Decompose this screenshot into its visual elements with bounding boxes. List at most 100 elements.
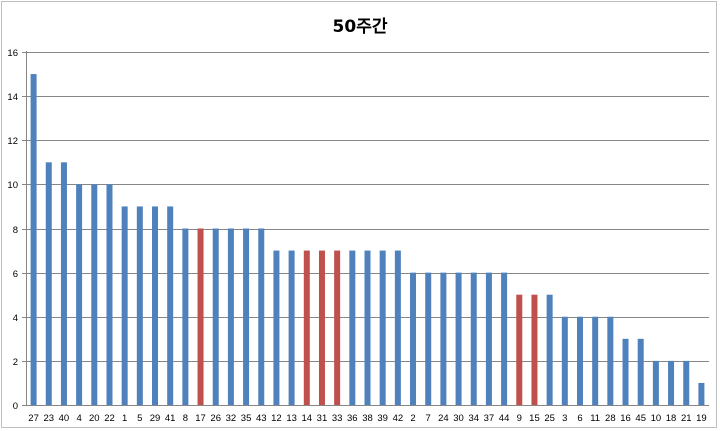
x-tick-label: 32 <box>226 413 237 424</box>
bar-5 <box>136 206 143 405</box>
bar-23 <box>45 162 52 405</box>
y-tick-label: 6 <box>13 269 18 280</box>
x-tick-label: 21 <box>681 413 692 424</box>
bar-15 <box>531 294 538 405</box>
bar-26 <box>212 228 219 405</box>
x-tick-label: 1 <box>122 413 127 424</box>
bar-30 <box>455 272 462 406</box>
bar-25 <box>546 294 553 405</box>
x-tick-label: 41 <box>165 413 176 424</box>
x-tick-label: 14 <box>302 413 313 424</box>
x-tick-label: 12 <box>271 413 282 424</box>
y-tick-label: 4 <box>13 313 18 324</box>
x-tick-label: 44 <box>499 413 510 424</box>
x-tick-label: 43 <box>256 413 267 424</box>
bar-43 <box>258 228 265 405</box>
x-tick-label: 34 <box>468 413 479 424</box>
bar-24 <box>440 272 447 406</box>
bar-7 <box>425 272 432 406</box>
x-tick-label: 19 <box>696 413 707 424</box>
bar-4 <box>76 184 83 406</box>
x-tick-label: 31 <box>317 413 328 424</box>
bar-39 <box>379 250 386 405</box>
bar-33 <box>334 250 341 405</box>
x-tick-label: 22 <box>104 413 115 424</box>
x-tick-label: 17 <box>195 413 206 424</box>
x-tick-label: 9 <box>517 413 522 424</box>
x-tick-label: 6 <box>577 413 582 424</box>
bar-13 <box>288 250 295 405</box>
bar-27 <box>30 74 37 405</box>
y-tick-label: 10 <box>7 180 18 191</box>
x-tick-label: 39 <box>377 413 388 424</box>
x-tick-label: 25 <box>544 413 555 424</box>
x-tick-label: 13 <box>286 413 297 424</box>
x-tick-label: 29 <box>150 413 161 424</box>
y-tick-label: 14 <box>7 92 18 103</box>
x-tick-label: 8 <box>183 413 188 424</box>
bar-3 <box>561 316 568 405</box>
axes <box>22 51 709 406</box>
x-tick-label: 7 <box>426 413 431 424</box>
x-tick-labels: 27 23 40 4 20 22 1 5 29 41 8 17 26 32 35 43 12 13 14 31 33 36… <box>28 413 706 424</box>
x-tick-label: 4 <box>76 413 81 424</box>
y-tick-label: 0 <box>13 401 18 412</box>
bar-34 <box>470 272 477 406</box>
x-tick-label: 10 <box>651 413 662 424</box>
bar-42 <box>394 250 401 405</box>
bar-1 <box>121 206 128 405</box>
x-tick-label: 28 <box>605 413 616 424</box>
bar-11 <box>592 316 599 405</box>
x-tick-label: 27 <box>28 413 39 424</box>
bar-22 <box>106 184 113 406</box>
bar-20 <box>91 184 98 406</box>
x-tick-label: 23 <box>43 413 54 424</box>
bar-32 <box>227 228 234 405</box>
bars <box>30 74 705 406</box>
bar-36 <box>349 250 356 405</box>
bar-29 <box>152 206 159 405</box>
x-tick-label: 38 <box>362 413 373 424</box>
bar-16 <box>622 338 629 405</box>
bar-2 <box>410 272 417 406</box>
x-tick-label: 36 <box>347 413 358 424</box>
x-tick-label: 20 <box>89 413 100 424</box>
x-tick-label: 15 <box>529 413 540 424</box>
x-tick-label: 24 <box>438 413 449 424</box>
y-tick-labels: 0 2 4 6 8 10 12 14 16 <box>7 48 18 412</box>
x-tick-label: 33 <box>332 413 343 424</box>
bar-21 <box>683 360 690 406</box>
bar-17 <box>197 228 204 405</box>
bar-10 <box>652 360 659 406</box>
x-tick-label: 40 <box>59 413 70 424</box>
x-tick-label: 16 <box>620 413 631 424</box>
x-tick-label: 11 <box>590 413 600 424</box>
bar-9 <box>516 294 523 405</box>
bar-35 <box>243 228 250 405</box>
y-tick-label: 16 <box>7 48 18 59</box>
bar-14 <box>303 250 310 405</box>
bar-28 <box>607 316 614 405</box>
bar-8 <box>182 228 189 405</box>
x-tick-label: 5 <box>137 413 142 424</box>
bar-37 <box>485 272 492 406</box>
bar-38 <box>364 250 371 405</box>
x-tick-label: 2 <box>410 413 415 424</box>
bar-6 <box>576 316 583 405</box>
chart-title: 50주간 <box>332 17 388 37</box>
x-tick-label: 30 <box>453 413 464 424</box>
bar-44 <box>501 272 508 406</box>
y-tick-label: 8 <box>13 225 18 236</box>
x-tick-label: 35 <box>241 413 252 424</box>
bar-40 <box>60 162 67 405</box>
x-tick-label: 37 <box>484 413 495 424</box>
x-tick-label: 3 <box>562 413 567 424</box>
x-tick-label: 26 <box>210 413 221 424</box>
bar-18 <box>668 360 675 406</box>
x-tick-label: 18 <box>666 413 677 424</box>
bar-45 <box>637 338 644 405</box>
y-tick-label: 12 <box>7 136 18 147</box>
x-tick-label: 42 <box>393 413 404 424</box>
y-tick-label: 2 <box>13 357 18 368</box>
